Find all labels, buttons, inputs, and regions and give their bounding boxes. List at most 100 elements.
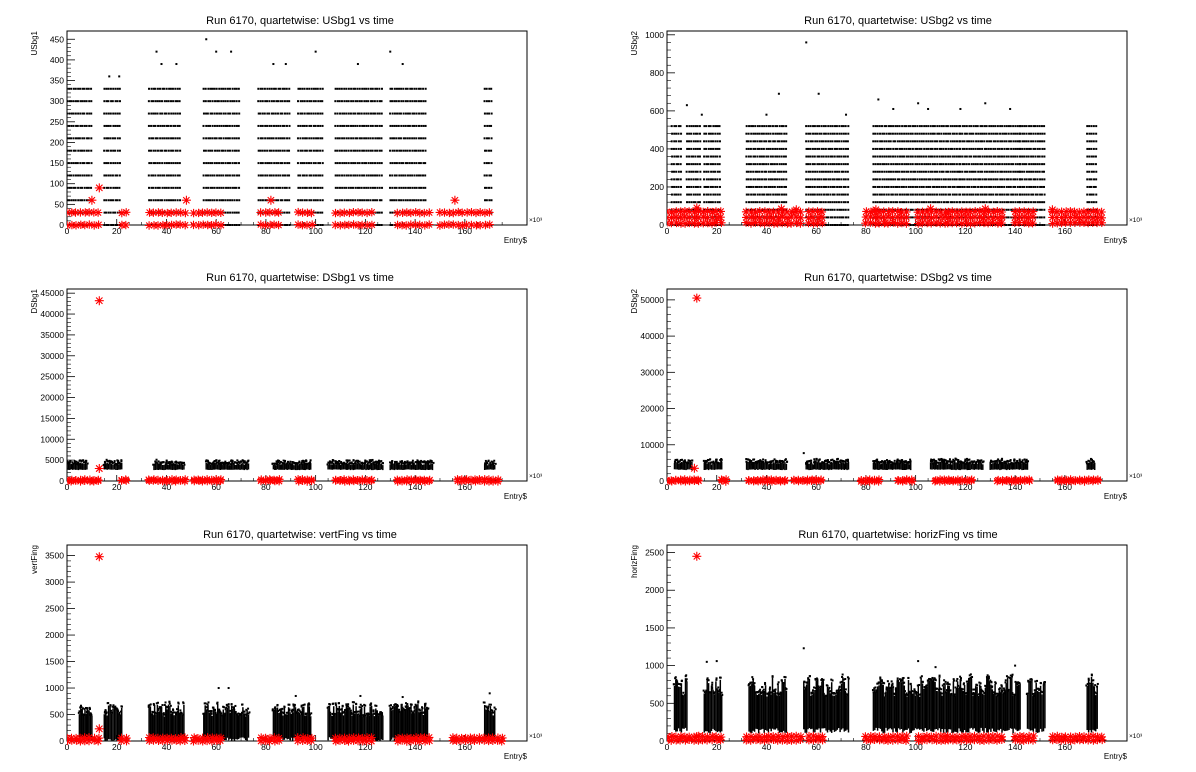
data-point (334, 100, 336, 102)
data-point (227, 88, 229, 90)
data-point (916, 171, 918, 173)
data-point (1041, 148, 1043, 150)
data-point (236, 224, 238, 226)
data-point (990, 125, 992, 127)
data-point (346, 100, 348, 102)
data-point (975, 186, 977, 188)
data-point (372, 174, 374, 176)
data-point (890, 178, 892, 180)
data-point (894, 156, 896, 158)
y-tick-label: 5000 (45, 455, 64, 465)
data-point (990, 133, 992, 135)
data-point (307, 209, 315, 217)
data-point (238, 162, 240, 164)
data-point (695, 133, 697, 135)
data-point (777, 171, 779, 173)
data-point (843, 133, 845, 135)
data-point (746, 148, 748, 150)
data-point (706, 178, 708, 180)
data-point (370, 174, 372, 176)
data-point (148, 125, 150, 127)
data-point (216, 100, 218, 102)
data-point (943, 186, 945, 188)
data-point (903, 156, 905, 158)
data-point (372, 137, 374, 139)
data-point (930, 194, 932, 196)
data-point (159, 100, 161, 102)
data-point (105, 199, 107, 201)
data-point (975, 133, 977, 135)
data-point (275, 162, 277, 164)
data-point (216, 162, 218, 164)
data-point (271, 113, 273, 115)
data-point (88, 125, 90, 127)
data-point (234, 212, 236, 214)
data-point (315, 51, 317, 53)
data-point (938, 133, 940, 135)
data-point (415, 199, 417, 201)
data-point (759, 201, 761, 203)
data-point (673, 133, 675, 135)
data-point (354, 113, 356, 115)
data-point (914, 163, 916, 165)
data-point (378, 137, 380, 139)
data-point (962, 140, 964, 142)
data-point (75, 150, 77, 152)
data-point (207, 150, 209, 152)
data-point (350, 100, 352, 102)
data-point (936, 201, 938, 203)
data-point (227, 137, 229, 139)
data-point (805, 125, 807, 127)
data-point (418, 174, 420, 176)
data-point (166, 174, 168, 176)
data-point (772, 194, 774, 196)
data-point (756, 156, 758, 158)
data-point (275, 88, 277, 90)
data-point (772, 163, 774, 165)
data-point (363, 88, 365, 90)
data-point (420, 125, 422, 127)
data-point (899, 186, 901, 188)
data-point (367, 100, 369, 102)
y-tick-label: 450 (50, 34, 64, 44)
data-point (381, 174, 383, 176)
data-point (174, 464, 176, 466)
data-point (820, 178, 822, 180)
data-point (934, 201, 936, 203)
data-point (118, 187, 120, 189)
data-point (1030, 171, 1032, 173)
data-point (719, 194, 721, 196)
data-point (697, 186, 699, 188)
data-point (928, 133, 930, 135)
data-point (490, 162, 492, 164)
data-point (266, 137, 268, 139)
data-point (214, 162, 216, 164)
data-point (105, 113, 107, 115)
data-point (943, 125, 945, 127)
data-point (424, 187, 426, 189)
data-point (88, 100, 90, 102)
data-point (150, 199, 152, 201)
y-tick-label: 200 (50, 137, 64, 147)
data-point (172, 88, 174, 90)
data-point (899, 125, 901, 127)
data-point (211, 113, 213, 115)
data-point (908, 186, 910, 188)
data-point (1012, 125, 1014, 127)
data-point (392, 100, 394, 102)
data-point (409, 137, 411, 139)
data-point (148, 174, 150, 176)
data-point (171, 461, 173, 463)
data-point (810, 194, 812, 196)
data-point (381, 100, 383, 102)
data-point (297, 113, 299, 115)
chart-panel-1: Run 6170, quartetwise: USbg1 vs time0501… (30, 15, 543, 245)
data-point (1021, 156, 1023, 158)
data-point (925, 201, 927, 203)
data-point (301, 88, 303, 90)
data-point (77, 137, 79, 139)
plot-area (63, 38, 494, 229)
data-point (897, 163, 899, 165)
data-point (372, 100, 374, 102)
data-point (394, 88, 396, 90)
